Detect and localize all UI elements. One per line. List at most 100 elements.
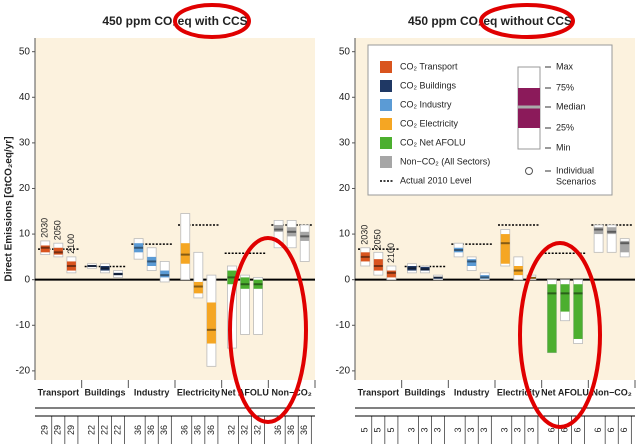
category-label: Buildings (405, 387, 446, 397)
y-tick-label: 40 (339, 92, 351, 103)
category-label: Net AFOLU (541, 387, 589, 397)
count-label: 3 (466, 427, 476, 432)
highlight-ellipse (173, 3, 251, 39)
y-tick-label: 20 (339, 183, 351, 194)
category-label: Net AFOLU (221, 387, 269, 397)
count-label: 6 (559, 427, 569, 432)
category-label: Industry (134, 387, 170, 397)
range-box (299, 224, 310, 262)
range-box (240, 274, 250, 335)
iqr-box (134, 243, 144, 253)
range-box (593, 224, 604, 253)
highlight-ellipse (228, 236, 308, 424)
count-label: 3 (526, 427, 536, 432)
count-label: 5 (373, 427, 383, 432)
iqr-box (300, 231, 310, 241)
y-axis-label: Direct Emissions [GtCO₂eq/yr] (4, 136, 15, 281)
category-label: Transport (38, 387, 80, 397)
count-label: 6 (593, 427, 603, 432)
year-label: 2100 (66, 234, 76, 254)
category-label: Non−CO₂ (272, 387, 312, 397)
y-tick-label: -20 (16, 366, 31, 377)
count-label: 6 (572, 427, 582, 432)
count-label: 32 (239, 425, 249, 435)
category-label: Non−CO₂ (592, 387, 632, 397)
range-box (273, 219, 284, 249)
count-label: 36 (299, 425, 309, 435)
iqr-box (113, 272, 123, 276)
category-label: Transport (358, 387, 400, 397)
count-label: 6 (619, 427, 629, 432)
count-label: 6 (546, 427, 556, 432)
y-tick-label: -10 (336, 320, 351, 331)
iqr-box (500, 234, 510, 264)
y-tick-label: 50 (19, 46, 31, 57)
count-label: 3 (419, 427, 429, 432)
legend-swatch (380, 80, 392, 92)
legend-box (367, 44, 613, 196)
iqr-box (454, 247, 464, 253)
legend-stat-label: 25% (556, 122, 574, 132)
count-label: 5 (360, 427, 370, 432)
y-tick-label: 30 (339, 138, 351, 149)
iqr-box (160, 270, 170, 278)
iqr-box (433, 276, 443, 279)
legend-label: CO₂ Electricity (400, 118, 458, 128)
legend-label: Non−CO₂ (All Sectors) (400, 156, 490, 166)
count-label: 22 (86, 425, 96, 435)
iqr-box (560, 284, 570, 312)
legend-scenario-label: Scenarios (556, 176, 597, 186)
count-label: 36 (159, 425, 169, 435)
category-label: Electricity (177, 387, 220, 397)
iqr-box (66, 261, 76, 271)
iqr-box (594, 227, 604, 235)
year-label: 2050 (373, 229, 383, 249)
count-label: 22 (112, 425, 122, 435)
legend-swatch (380, 99, 392, 111)
panel-title: 450 ppm CO₂eq without CCS (408, 14, 572, 28)
iqr-box (253, 279, 263, 289)
count-label: 29 (40, 425, 50, 435)
iqr-box (547, 284, 557, 353)
legend-stat-label: Max (556, 61, 574, 71)
iqr-box (573, 284, 583, 339)
plot-area (35, 38, 315, 380)
iqr-box (274, 224, 284, 232)
y-tick-label: 50 (339, 46, 351, 57)
iqr-box (620, 240, 630, 253)
iqr-box (87, 265, 97, 267)
count-label: 22 (99, 425, 109, 435)
count-label: 36 (206, 425, 216, 435)
range-box (253, 276, 263, 335)
legend-scenario-label: Individual (556, 165, 594, 175)
count-label: 5 (386, 427, 396, 432)
y-tick-label: -20 (336, 366, 351, 377)
y-tick-label: 20 (19, 183, 31, 194)
count-label: 36 (286, 425, 296, 435)
category-label: Industry (454, 387, 490, 397)
y-tick-label: 10 (19, 229, 31, 240)
highlight-ellipse (518, 241, 602, 429)
iqr-box (467, 259, 477, 266)
y-tick-label: 10 (339, 229, 351, 240)
legend-swatch (380, 118, 392, 130)
legend-label: CO₂ Transport (400, 61, 458, 71)
year-label: 2030 (360, 225, 370, 245)
category-label: Buildings (85, 387, 126, 397)
iqr-box (513, 266, 523, 276)
legend-label: CO₂ Net AFOLU (400, 137, 466, 147)
iqr-box (480, 275, 490, 279)
year-label: 2100 (386, 243, 396, 263)
count-label: 29 (66, 425, 76, 435)
legend-label: CO₂ Industry (400, 99, 452, 109)
count-label: 3 (406, 427, 416, 432)
iqr-box (227, 270, 237, 285)
highlight-ellipse (479, 3, 575, 39)
count-label: 36 (146, 425, 156, 435)
count-label: 32 (226, 425, 236, 435)
count-label: 3 (453, 427, 463, 432)
count-label: 32 (252, 425, 262, 435)
iqr-box (526, 276, 536, 279)
count-label: 36 (180, 425, 190, 435)
y-tick-label: 30 (19, 138, 31, 149)
